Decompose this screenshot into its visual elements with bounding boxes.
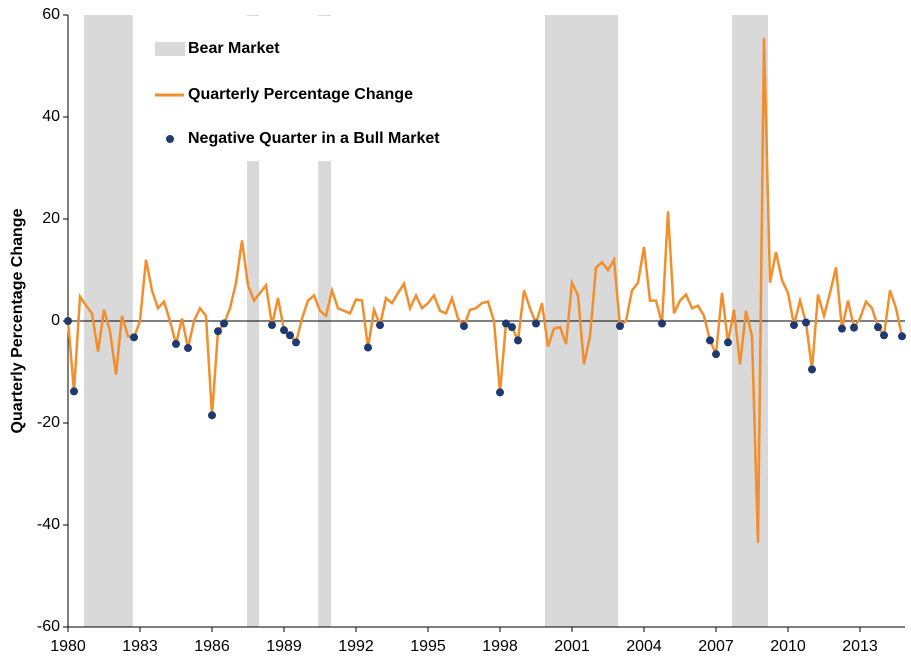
- x-tick-label: 2004: [626, 638, 662, 655]
- data-point: [532, 319, 540, 328]
- data-point: [508, 323, 516, 332]
- data-point: [658, 319, 666, 328]
- data-point: [616, 322, 624, 331]
- legend-label: Quarterly Percentage Change: [188, 86, 413, 103]
- data-point: [220, 319, 228, 328]
- y-tick-label: -20: [37, 414, 60, 431]
- data-point: [184, 344, 192, 353]
- x-tick-label: 1989: [266, 638, 302, 655]
- x-tick-label: 2013: [842, 638, 878, 655]
- data-point: [292, 338, 300, 347]
- legend-label: Negative Quarter in a Bull Market: [188, 130, 440, 147]
- y-tick-label: 40: [42, 108, 60, 125]
- data-line: [66, 37, 904, 543]
- x-tick-label: 1986: [194, 638, 230, 655]
- x-tick-label: 2001: [554, 638, 590, 655]
- y-axis-title: Quarterly Percentage Change: [9, 208, 26, 433]
- data-point: [280, 326, 288, 335]
- data-point: [214, 327, 222, 336]
- data-point: [712, 350, 720, 359]
- data-point: [172, 339, 180, 348]
- data-point: [376, 321, 384, 330]
- data-point: [880, 331, 888, 340]
- data-point: [850, 323, 858, 332]
- x-tick-label: 1998: [482, 638, 518, 655]
- data-point: [808, 365, 816, 374]
- data-point: [514, 336, 522, 345]
- data-point: [364, 343, 372, 352]
- data-point: [706, 336, 714, 345]
- data-point: [838, 324, 846, 333]
- data-point: [460, 322, 468, 331]
- x-tick-label: 2007: [698, 638, 734, 655]
- data-point: [286, 331, 294, 340]
- data-point: [898, 332, 906, 341]
- data-point: [268, 321, 276, 330]
- y-tick-label: 20: [42, 210, 60, 227]
- x-tick-label: 1983: [122, 638, 158, 655]
- y-tick-label: -60: [37, 618, 60, 635]
- data-point: [874, 323, 882, 332]
- data-point: [64, 317, 72, 325]
- legend-label: Bear Market: [188, 40, 280, 57]
- legend-swatch: [155, 42, 185, 56]
- x-tick-label: 1995: [410, 638, 446, 655]
- x-tick-label: 1992: [338, 638, 374, 655]
- data-point: [802, 318, 810, 327]
- data-point: [502, 319, 510, 328]
- data-point: [70, 387, 78, 396]
- x-tick-label: 1980: [50, 638, 86, 655]
- y-tick-label: -40: [37, 516, 60, 533]
- data-point: [790, 321, 798, 330]
- data-point: [496, 388, 504, 397]
- data-point: [208, 411, 216, 420]
- legend-swatch: [166, 135, 174, 143]
- y-tick-label: 60: [42, 6, 60, 23]
- data-point: [130, 333, 138, 342]
- y-tick-label: 0: [51, 312, 60, 329]
- data-point: [724, 338, 732, 347]
- x-tick-label: 2010: [770, 638, 806, 655]
